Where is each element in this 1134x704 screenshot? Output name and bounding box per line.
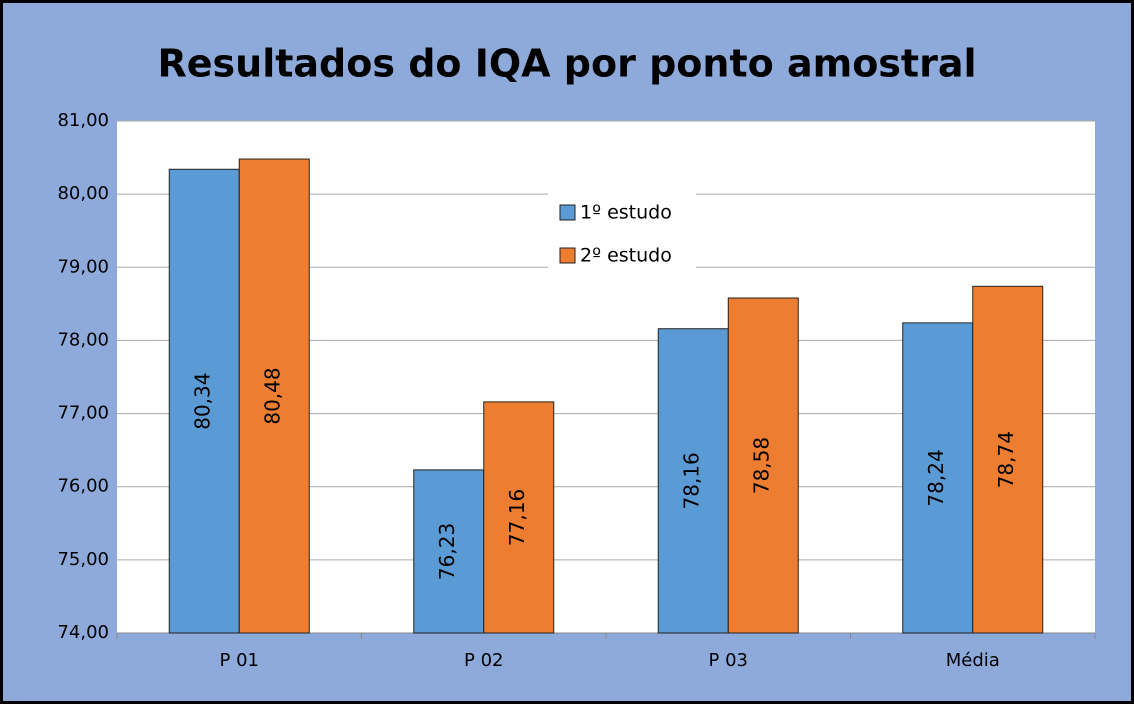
x-tick-label: P 02 xyxy=(464,650,503,671)
y-tick-label: 80,00 xyxy=(57,183,109,204)
chart-title: Resultados do IQA por ponto amostral xyxy=(158,42,977,86)
bar xyxy=(413,469,485,634)
y-tick-label: 77,00 xyxy=(57,403,109,424)
data-label: 76,23 xyxy=(435,523,459,580)
bar xyxy=(902,322,974,634)
data-label: 77,16 xyxy=(505,489,529,546)
data-label: 80,48 xyxy=(261,367,285,424)
legend-label: 1º estudo xyxy=(580,202,672,224)
x-tick-label: P 03 xyxy=(709,650,748,671)
y-tick-label: 79,00 xyxy=(57,256,109,277)
legend-swatch xyxy=(559,247,576,264)
bar xyxy=(972,285,1044,634)
bar xyxy=(168,168,240,634)
bar xyxy=(238,158,310,634)
y-tick-label: 75,00 xyxy=(57,549,109,570)
bar xyxy=(657,328,729,634)
x-tick-label: Média xyxy=(946,650,1000,671)
data-label: 78,16 xyxy=(680,452,704,509)
bar xyxy=(483,401,555,634)
x-tick-label: P 01 xyxy=(220,650,259,671)
y-tick-label: 76,00 xyxy=(57,476,109,497)
y-tick-label: 74,00 xyxy=(57,622,109,643)
legend-label: 2º estudo xyxy=(580,245,672,267)
data-label: 78,74 xyxy=(994,431,1018,488)
data-label: 78,24 xyxy=(924,449,948,506)
y-tick-label: 78,00 xyxy=(57,329,109,350)
y-tick-label: 81,00 xyxy=(57,110,109,131)
data-label: 78,58 xyxy=(750,437,774,494)
bar xyxy=(727,297,799,634)
legend-swatch xyxy=(559,204,576,221)
data-label: 80,34 xyxy=(191,373,215,430)
